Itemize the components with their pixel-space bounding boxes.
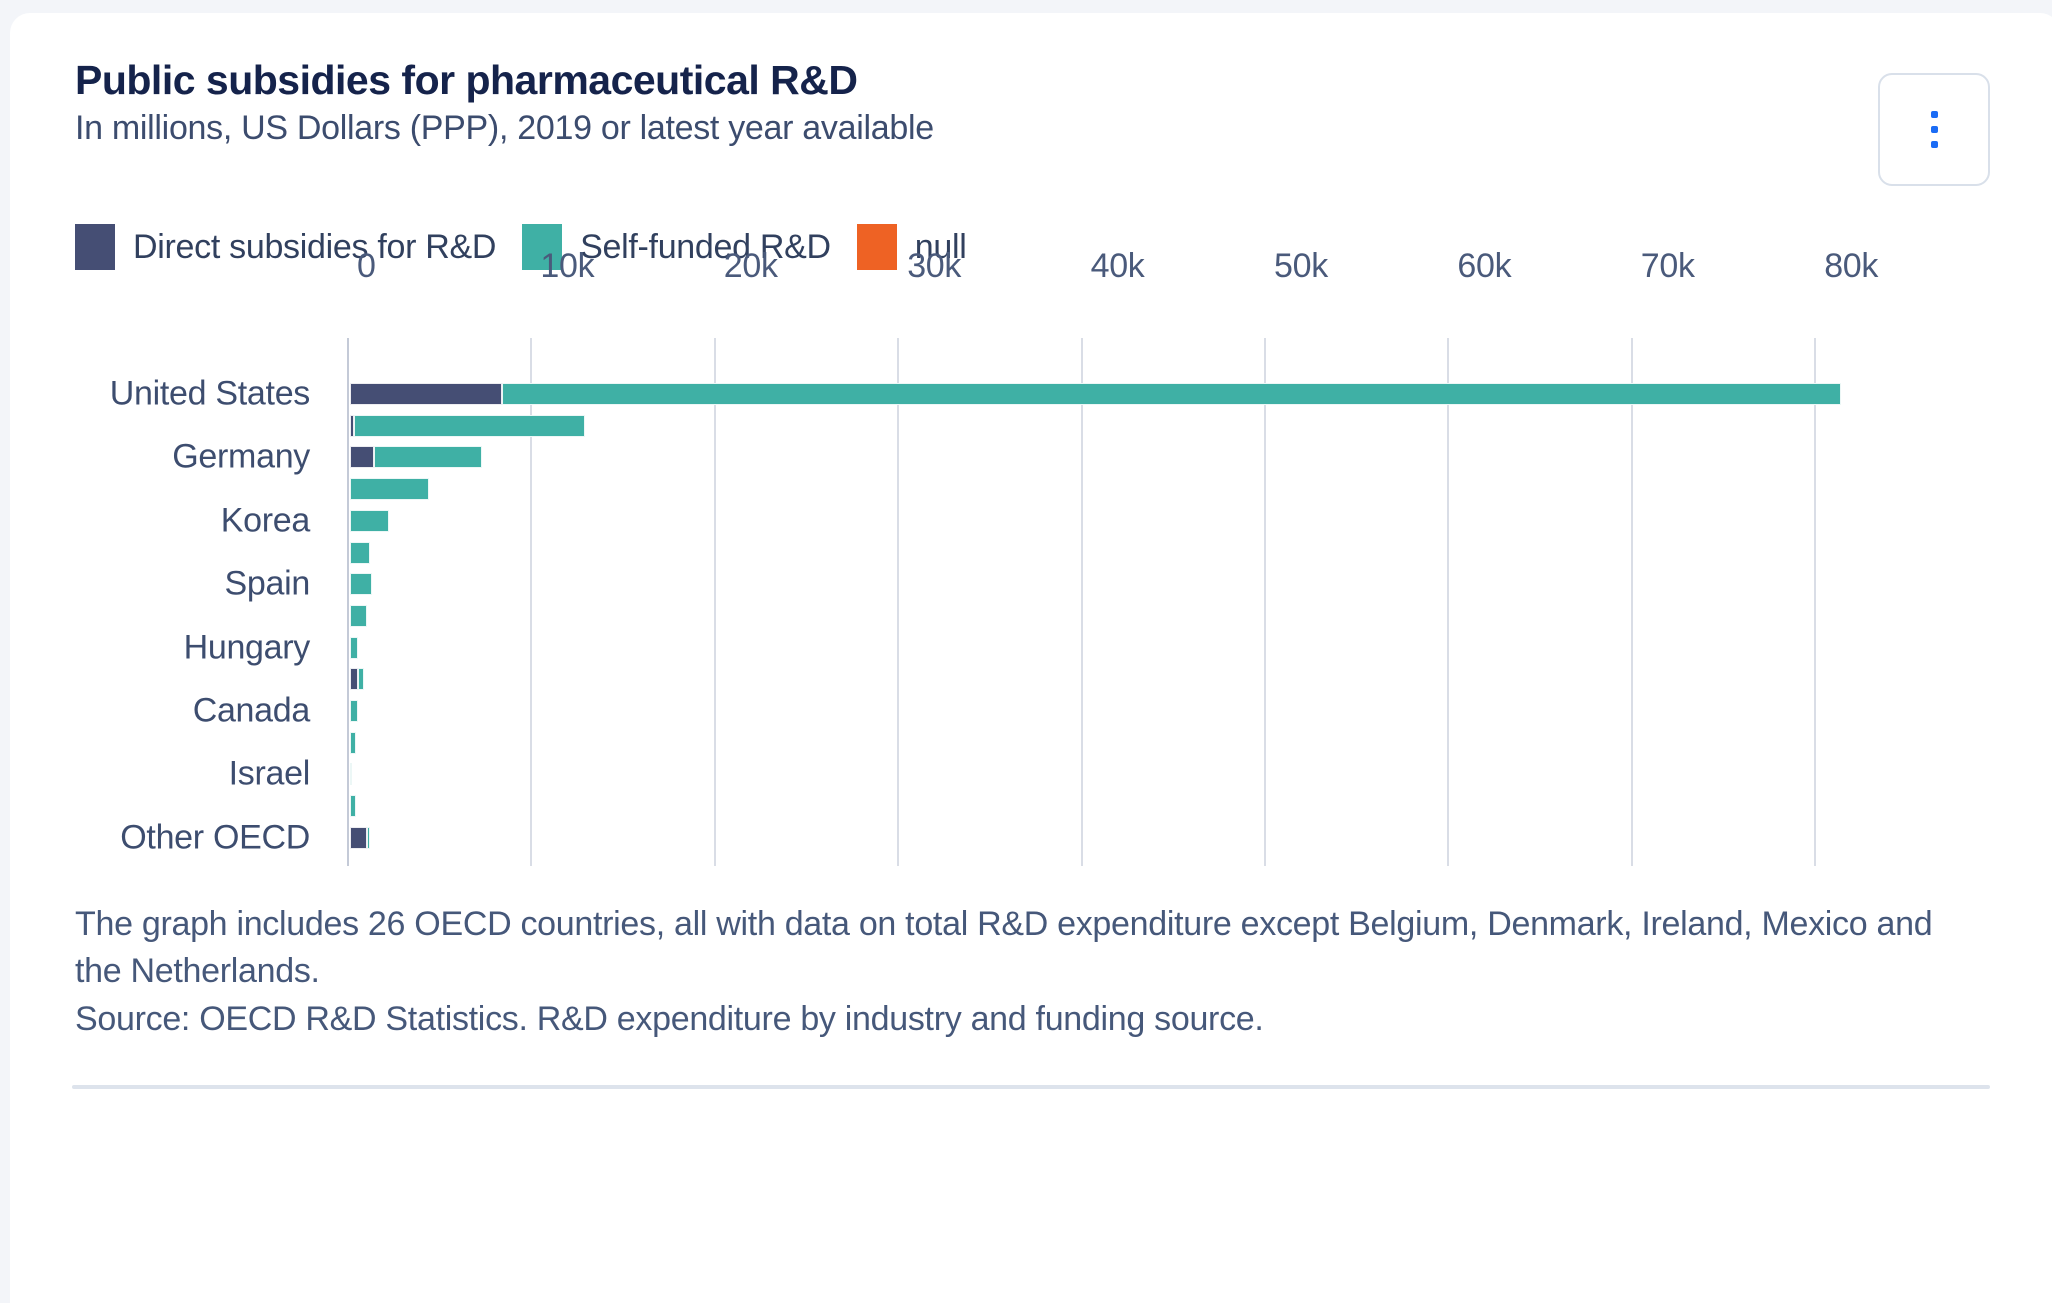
bar-row[interactable]: [350, 668, 365, 691]
legend-swatch: [856, 224, 897, 270]
bar-segment[interactable]: [350, 509, 389, 532]
x-tick-label: 50k: [1274, 247, 1328, 285]
bar-row[interactable]: [350, 795, 356, 818]
bar-segment[interactable]: [350, 668, 358, 691]
plot-area: 0 10k 20k 30k 40k 50k 60k 70k 80k United States Ge…: [110, 247, 1990, 866]
kebab-vertical-icon: [1930, 126, 1938, 133]
chart-card: Public subsidies for pharmaceutical R&D …: [10, 13, 2052, 1303]
kebab-vertical-icon: [1930, 111, 1938, 118]
bar-row[interactable]: [350, 573, 372, 596]
bar-segment[interactable]: [357, 668, 365, 691]
category-label: United States: [109, 374, 311, 413]
category-label: Other OECD: [120, 818, 310, 857]
x-tick-label: 10k: [540, 247, 595, 285]
bar-row[interactable]: [350, 731, 357, 754]
category-label: Germany: [172, 437, 310, 476]
bar-row[interactable]: [350, 478, 429, 501]
bar-segment[interactable]: [350, 478, 429, 501]
legend-swatch: [522, 224, 563, 270]
kebab-vertical-icon: [1930, 141, 1938, 148]
y-axis-line: [347, 338, 349, 866]
legend-label: Self-funded R&D: [580, 227, 831, 266]
bar-segment[interactable]: [366, 826, 371, 849]
gridline: [1080, 338, 1083, 866]
gridline: [1814, 338, 1817, 866]
bar-row[interactable]: [350, 826, 371, 849]
bar-segment[interactable]: [373, 446, 483, 469]
category-label: Hungary: [183, 628, 311, 667]
bar-segment[interactable]: [350, 446, 374, 469]
page-title: Public subsidies for pharmaceutical R&D: [75, 57, 858, 103]
category-label: Israel: [228, 754, 311, 793]
category-label: Korea: [220, 501, 311, 540]
bar-row[interactable]: [350, 509, 389, 532]
page-subtitle: In millions, US Dollars (PPP), 2019 or l…: [75, 109, 934, 147]
legend-label: Direct subsidies for R&D: [133, 227, 497, 266]
x-tick-label: 70k: [1640, 247, 1695, 285]
bar-row[interactable]: [350, 414, 585, 437]
x-tick-label: 40k: [1090, 247, 1145, 285]
bar-row[interactable]: [350, 700, 358, 722]
category-label: Spain: [224, 564, 311, 603]
bar-row[interactable]: [350, 636, 358, 659]
gridline: [530, 338, 533, 866]
bar-row[interactable]: [350, 446, 483, 469]
x-tick-label: 20k: [723, 247, 778, 285]
gridline: [1447, 338, 1450, 866]
bar-segment[interactable]: [350, 795, 356, 818]
chart-footnote: The graph includes 26 OECD countries, al…: [75, 905, 1933, 990]
gridline: [1630, 338, 1633, 866]
gridline: [897, 338, 900, 866]
bar-row[interactable]: [350, 383, 1842, 405]
bar-segment[interactable]: [350, 604, 368, 627]
x-tick-label: 0: [357, 247, 376, 285]
legend-item-self[interactable]: Self-funded R&D: [522, 224, 831, 270]
gridline: [713, 338, 716, 866]
bar-segment[interactable]: [350, 731, 357, 754]
bottom-divider: [72, 1085, 1990, 1089]
bar-segment[interactable]: [350, 700, 358, 722]
category-label: Canada: [192, 691, 311, 730]
legend-item-null[interactable]: null: [856, 224, 967, 270]
bar-segment[interactable]: [350, 826, 367, 849]
bar-segment[interactable]: [350, 636, 358, 659]
chart-source: Source: OECD R&D Statistics. R&D expendi…: [75, 1000, 1264, 1038]
legend-item-direct[interactable]: Direct subsidies for R&D: [75, 224, 496, 270]
bar-segment[interactable]: [350, 414, 354, 437]
bar-segment[interactable]: [502, 383, 1842, 405]
bar-row[interactable]: [350, 604, 368, 627]
bar-row[interactable]: [350, 541, 371, 564]
legend-swatch: [75, 224, 115, 270]
options-menu-button[interactable]: [1878, 73, 1990, 186]
legend: Direct subsidies for R&D Self-funded R&D n…: [75, 224, 967, 270]
bar-segment[interactable]: [353, 414, 585, 437]
bar-segment[interactable]: [350, 383, 503, 405]
gridline: [1264, 338, 1266, 866]
legend-label: null: [914, 227, 967, 266]
x-tick-label: 60k: [1457, 247, 1512, 285]
bar-segment[interactable]: [350, 763, 352, 786]
bar-segment[interactable]: [350, 573, 372, 596]
bar-row[interactable]: [350, 763, 352, 786]
x-tick-label: 30k: [907, 247, 962, 285]
bar-segment[interactable]: [350, 541, 371, 564]
x-tick-label: 80k: [1824, 247, 1879, 285]
